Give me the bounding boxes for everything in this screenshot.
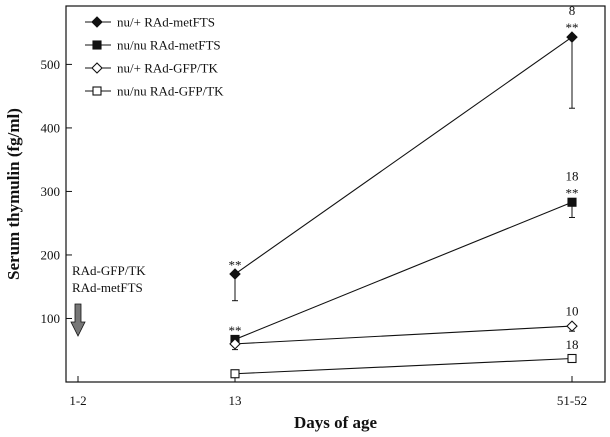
data-point [230,369,240,379]
x-axis-ticks: 1-2 13 51-52 [69,376,587,408]
x-tick-label: 13 [229,393,242,408]
significance-label: ** [229,257,242,272]
axes [65,5,606,383]
data-point [229,268,241,280]
series-line [234,36,573,275]
legend-marker [91,16,103,28]
legend: nu/+ RAd-metFTS nu/nu RAd-metFTS nu/+ RAd-… [85,15,224,99]
legend-label: nu/+ RAd-GFP/TK [117,61,218,76]
y-tick-label: 300 [41,184,61,199]
data-point [566,320,578,332]
series-4: 18 [230,337,579,379]
series-line [234,201,573,340]
legend-label: nu/nu RAd-GFP/TK [117,84,224,99]
legend-marker [92,40,102,50]
series-3: 10 [229,304,579,351]
n-label: 8 [569,3,576,18]
n-label: 18 [566,169,579,184]
y-axis-ticks: 100 200 300 400 500 [41,57,72,326]
significance-label: ** [566,20,579,35]
plot-frame [65,5,606,383]
series-1: ** ** 8 [229,3,579,302]
treatment-arrow-icon [70,303,86,337]
x-tick-label: 1-2 [69,393,86,408]
data-point [229,338,241,350]
treatment-label: RAd-GFP/TK [72,263,146,278]
x-axis-label: Days of age [294,413,378,432]
x-tick-label: 51-52 [557,393,587,408]
series-2: ** ** 18 [229,169,579,344]
y-tick-label: 200 [41,247,61,262]
y-axis-label: Serum thymulin (fg/ml) [4,108,23,280]
legend-label: nu/+ RAd-metFTS [117,15,215,30]
data-point [567,353,577,364]
n-label: 10 [566,304,579,319]
data-point [566,31,578,43]
y-tick-label: 400 [41,120,61,135]
significance-label: ** [566,186,579,201]
significance-label: ** [229,323,242,338]
treatment-label: RAd-metFTS [72,280,143,295]
treatment-annotation: RAd-GFP/TK RAd-metFTS [70,263,146,337]
series-line [234,357,573,375]
legend-marker [91,62,103,74]
legend-label: nu/nu RAd-metFTS [117,38,221,53]
data-point [567,197,577,207]
series-line [234,325,573,345]
y-tick-label: 100 [41,311,61,326]
y-tick-label: 500 [41,57,61,72]
legend-marker [92,86,102,96]
series-layer: ** ** 8 ** ** 18 10 18 [229,3,579,379]
n-label: 18 [566,337,579,352]
